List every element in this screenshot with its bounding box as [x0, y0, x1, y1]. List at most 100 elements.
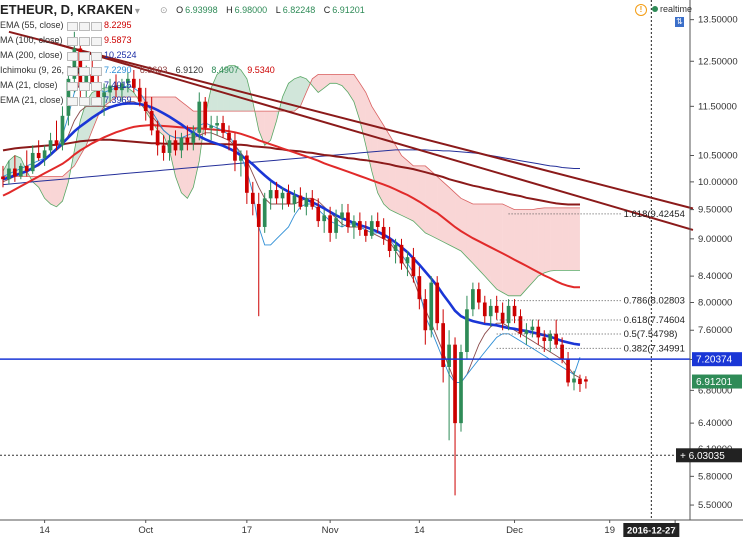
legend-control-icon[interactable] [79, 82, 90, 91]
candle-body [114, 85, 118, 91]
fib-level-label: 1.618(9.42454 [624, 209, 685, 220]
ohlc-close-key: C [323, 5, 331, 15]
legend-controls[interactable] [67, 22, 102, 31]
legend-row[interactable]: MA (100, close) 9.5873 [0, 34, 300, 47]
candle-body [346, 212, 350, 227]
legend-label: MA (200, close) [0, 50, 63, 60]
legend-controls[interactable] [67, 97, 102, 106]
warning-icon[interactable]: ! [635, 4, 647, 16]
candle-body [393, 244, 398, 251]
fib-level-label: 0.618(7.74604 [624, 315, 685, 326]
candle-body [482, 302, 487, 317]
candle-body [298, 195, 303, 207]
x-tick-label: Dec [506, 525, 523, 536]
symbol-text[interactable]: ETHEUR, D, KRAKEN [0, 2, 133, 17]
legend-control-icon[interactable] [67, 82, 78, 91]
legend-control-icon[interactable] [79, 97, 90, 106]
legend-control-icon[interactable] [91, 97, 102, 106]
legend-value: 10.2524 [104, 50, 137, 60]
candle-body [221, 123, 225, 133]
sort-icon[interactable]: ⇅ [675, 17, 684, 27]
legend-control-icon[interactable] [67, 52, 78, 61]
cloud-segment [490, 203, 497, 290]
legend-row[interactable]: MA (21, close) 7.4015 [0, 79, 300, 92]
candle-body [578, 378, 582, 385]
legend-label: EMA (21, close) [0, 95, 64, 105]
legend-row[interactable]: MA (200, close) 10.2524 [0, 49, 300, 62]
legend-control-icon[interactable] [91, 37, 102, 46]
candle-body [268, 190, 273, 199]
legend-control-icon[interactable] [67, 37, 78, 46]
candle-body [179, 137, 184, 151]
realtime-status: ! realtime [635, 4, 692, 16]
cloud-segment [312, 74, 319, 93]
legend-row[interactable]: EMA (55, close) 8.2295 [0, 19, 300, 32]
candle-body [322, 215, 327, 222]
legend-row[interactable]: EMA (21, close) 7.3969 [0, 94, 300, 107]
legend-value: 8.2295 [104, 20, 132, 30]
cloud-segment [318, 74, 325, 93]
cloud-segment [264, 111, 271, 146]
legend-label: Ichimoku (9, 26, 52) [0, 65, 80, 75]
candle-body [227, 132, 231, 141]
legend-controls[interactable] [67, 67, 102, 76]
candle-body [542, 337, 547, 342]
y-tick-label: 7.60000 [698, 325, 732, 336]
chevron-down-icon[interactable]: ▾ [134, 6, 140, 17]
candle-body [245, 155, 249, 193]
legend-control-icon[interactable] [67, 22, 78, 31]
candle-body [405, 257, 410, 264]
trend-lines [8, 30, 694, 231]
legend-controls[interactable] [67, 37, 102, 46]
legend-control-icon[interactable] [79, 52, 90, 61]
horizontal-level-label: 7.20374 [696, 355, 733, 366]
cloud-segment [353, 74, 360, 121]
candle-body [512, 305, 517, 317]
candle-body [209, 125, 214, 128]
legend-control-icon[interactable] [91, 52, 102, 61]
cloud-segment [240, 69, 247, 112]
legend-controls[interactable] [67, 82, 102, 91]
x-tick-label: Oct [138, 525, 153, 536]
candle-body [185, 137, 190, 143]
candle-body [197, 101, 202, 133]
eye-icon[interactable]: ⊙ [160, 5, 168, 15]
ohlc-readout: ⊙ O 6.93998 H 6.98000 L 6.82248 C 6.91201 [160, 5, 371, 16]
cloud-segment [568, 207, 575, 271]
x-tick-label: 14 [414, 525, 425, 536]
legend-control-icon[interactable] [79, 67, 90, 76]
legend-controls[interactable] [67, 52, 102, 61]
candle-body [90, 74, 95, 84]
legend-row[interactable]: Ichimoku (9, 26, 52) 7.2290 6.9603 6.9120 8.… [0, 64, 300, 77]
cloud-segment [455, 192, 461, 251]
legend-control-icon[interactable] [91, 22, 102, 31]
candle-body [292, 195, 297, 204]
candle-body [530, 326, 535, 331]
symbol-title[interactable]: ETHEUR, D, KRAKEN ▾ [0, 2, 140, 17]
ohlc-low-key: L [275, 5, 281, 15]
candle-body [137, 87, 142, 102]
legend-control-icon[interactable] [79, 22, 90, 31]
cloud-segment [383, 125, 390, 210]
ohlc-low-value: 6.82248 [282, 5, 316, 15]
candle-body [30, 152, 35, 172]
legend-control-icon[interactable] [91, 82, 102, 91]
legend-control-icon[interactable] [67, 67, 78, 76]
cloud-segment [288, 78, 295, 112]
candle-body [256, 203, 261, 227]
legend-label: EMA (55, close) [0, 20, 64, 30]
candle-body [465, 309, 469, 353]
candle-body [447, 344, 451, 368]
cloud-segment [544, 207, 551, 273]
candle-body [340, 212, 344, 219]
candle-body [494, 305, 499, 313]
legend-control-icon[interactable] [67, 97, 78, 106]
legend-control-icon[interactable] [79, 37, 90, 46]
candle-body [54, 140, 59, 146]
cloud-segment [437, 176, 444, 242]
legend-control-icon[interactable] [91, 67, 102, 76]
candle-body [352, 221, 356, 227]
legend-value: 7.3969 [104, 95, 132, 105]
legend-label: MA (21, close) [0, 80, 58, 90]
